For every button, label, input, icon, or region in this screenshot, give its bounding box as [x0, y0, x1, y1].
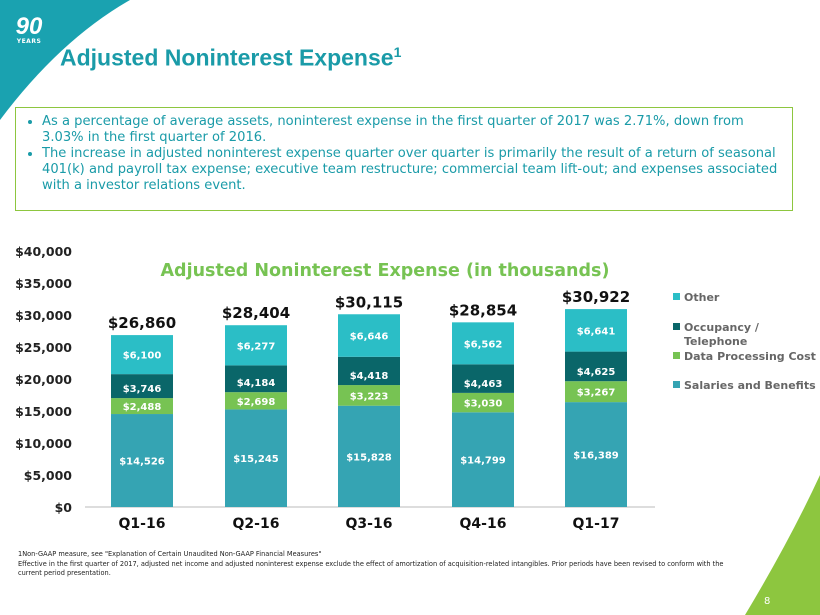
bar-segment-other — [452, 322, 514, 365]
summary-box: As a percentage of average assets, nonin… — [15, 107, 793, 211]
data-label: $14,799 — [460, 456, 506, 467]
bar-segment-occupancy-telephone — [565, 351, 627, 382]
chart-title: Adjusted Noninterest Expense (in thousan… — [161, 261, 610, 281]
legend-swatch — [673, 352, 680, 359]
y-tick-label: $30,000 — [15, 308, 72, 323]
bar-segment-data-processing-cost — [338, 385, 400, 406]
bar-segment-salaries-and-benefits — [565, 402, 627, 507]
data-label: $4,625 — [577, 367, 616, 378]
data-label: $6,277 — [237, 341, 276, 352]
logo-sub: YEARS — [16, 38, 42, 45]
data-label: $6,641 — [577, 326, 616, 337]
bullet-item: As a percentage of average assets, nonin… — [42, 114, 784, 146]
data-label: $14,526 — [119, 457, 165, 468]
y-axis: $0 $5,000 $10,000 $15,000 $20,000 $25,000 $30,… — [15, 244, 72, 515]
total-label: $28,854 — [449, 301, 517, 319]
legend-label: Salaries and Benefits — [684, 379, 816, 392]
total-label: $30,115 — [335, 293, 403, 311]
data-label: $2,488 — [123, 402, 162, 413]
data-label: $3,030 — [464, 399, 503, 410]
y-tick-label: $10,000 — [15, 436, 72, 451]
data-label: $3,746 — [123, 384, 162, 395]
bar-segment-other — [338, 314, 400, 357]
page-title: Adjusted Noninterest Expense1 — [60, 44, 401, 72]
footnote-line: Effective in the first quarter of 2017, … — [18, 559, 724, 578]
legend-swatch — [673, 381, 680, 388]
legend-swatch — [673, 293, 680, 300]
footnote: 1Non-GAAP measure, see "Explanation of C… — [18, 550, 738, 579]
bar-segment-occupancy-telephone — [225, 365, 287, 393]
data-label: $4,418 — [350, 371, 389, 382]
x-tick-label: Q3-16 — [346, 516, 393, 532]
page-number: 8 — [764, 596, 771, 607]
x-tick-label: Q1-16 — [119, 516, 166, 532]
data-label: $2,698 — [237, 397, 276, 408]
bars: $14,526 $2,488 $3,746 $6,100 $26,860 Q1-16 $15… — [108, 288, 630, 532]
bar-segment-occupancy-telephone — [338, 356, 400, 386]
x-tick-label: Q4-16 — [460, 516, 507, 532]
bar-segment-other — [111, 335, 173, 375]
data-label: $6,646 — [350, 332, 389, 343]
bar-segment-salaries-and-benefits — [452, 412, 514, 507]
legend-label: Data Processing Cost — [684, 350, 816, 363]
footnote-line: 1Non-GAAP measure, see "Explanation of C… — [18, 550, 322, 558]
title-text: Adjusted Noninterest Expense — [60, 44, 394, 71]
bar-segment-data-processing-cost — [452, 392, 514, 413]
bullet-item: The increase in adjusted noninterest exp… — [42, 146, 784, 194]
total-label: $26,860 — [108, 314, 176, 332]
logo-90-years: 90 YEARS — [12, 13, 46, 46]
legend: Other Occupancy /Telephone Data Processing… — [673, 291, 816, 392]
data-label: $15,245 — [233, 454, 279, 465]
x-tick-label: Q1-17 — [573, 516, 620, 532]
bar-segment-salaries-and-benefits — [338, 405, 400, 507]
logo-number: 90 — [15, 13, 43, 40]
y-tick-label: $15,000 — [15, 404, 72, 419]
data-label: $6,100 — [123, 351, 162, 362]
total-label: $30,922 — [562, 288, 630, 306]
legend-label: Occupancy / — [684, 321, 760, 334]
data-label: $3,267 — [577, 388, 616, 399]
x-tick-label: Q2-16 — [233, 516, 280, 532]
y-tick-label: $40,000 — [15, 244, 72, 259]
bar-segment-data-processing-cost — [111, 398, 173, 415]
bar-segment-salaries-and-benefits — [111, 414, 173, 507]
data-label: $4,463 — [464, 379, 503, 390]
y-tick-label: $0 — [55, 500, 73, 515]
data-label: $3,223 — [350, 391, 389, 402]
total-label: $28,404 — [222, 304, 290, 322]
bar-segment-data-processing-cost — [565, 381, 627, 403]
bar-segment-occupancy-telephone — [111, 374, 173, 399]
y-tick-label: $35,000 — [15, 276, 72, 291]
data-label: $6,562 — [464, 339, 503, 350]
bar-segment-other — [225, 325, 287, 366]
teal-corner-shape — [0, 0, 130, 120]
bar-segment-salaries-and-benefits — [225, 409, 287, 507]
y-tick-label: $5,000 — [24, 468, 73, 483]
bar-segment-data-processing-cost — [225, 392, 287, 410]
legend-label: Telephone — [684, 335, 747, 348]
data-label: $16,389 — [573, 451, 619, 462]
bar-segment-occupancy-telephone — [452, 364, 514, 393]
legend-swatch — [673, 323, 680, 330]
y-tick-label: $20,000 — [15, 372, 72, 387]
green-corner-shape — [745, 475, 820, 615]
legend-label: Other — [684, 291, 720, 304]
data-label: $4,184 — [237, 378, 276, 389]
title-superscript: 1 — [393, 44, 402, 60]
data-label: $15,828 — [346, 452, 392, 463]
y-tick-label: $25,000 — [15, 340, 72, 355]
bar-segment-other — [565, 309, 627, 352]
